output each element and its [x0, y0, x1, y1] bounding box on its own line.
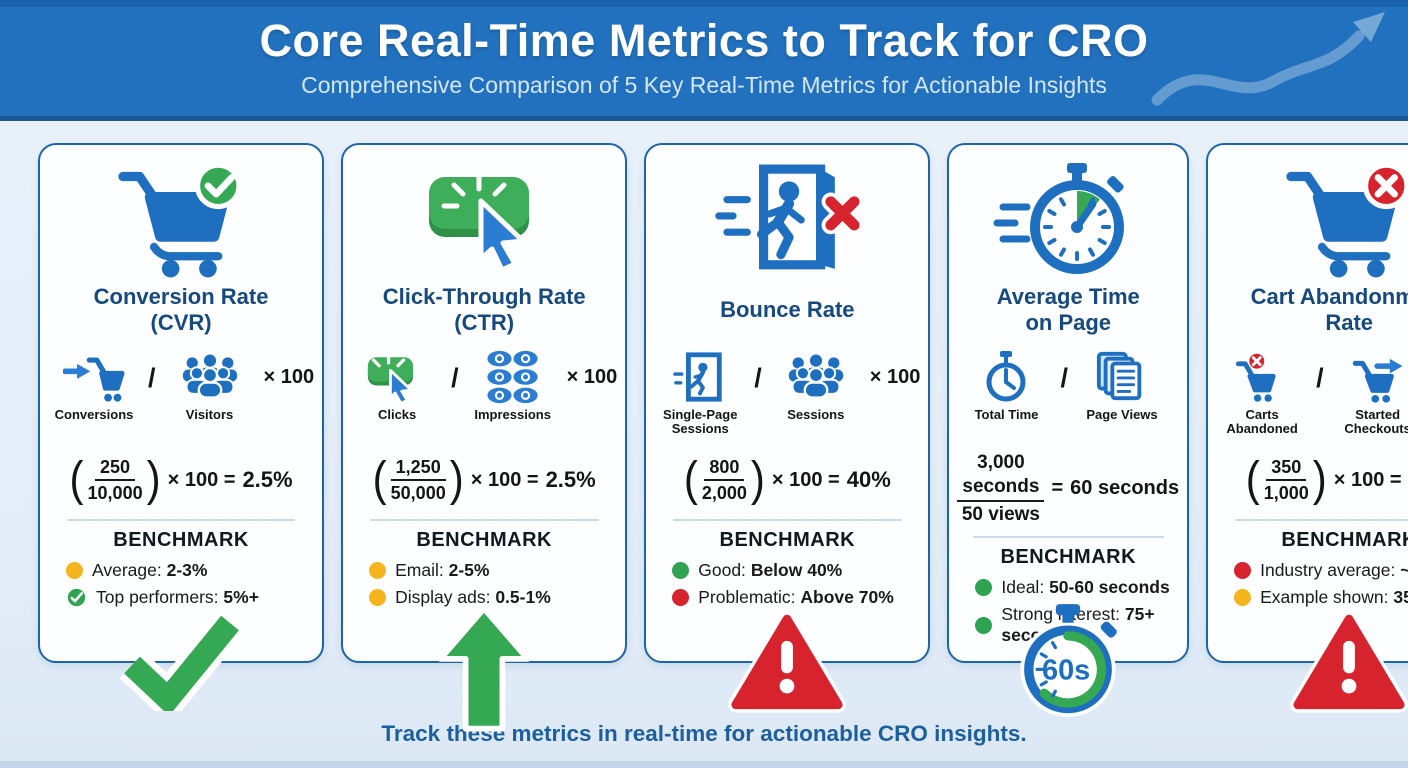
- formula-row: Total Time / Page Views: [957, 349, 1179, 441]
- card-title: Bounce Rate: [720, 297, 855, 323]
- page-subtitle: Comprehensive Comparison of 5 Key Real-T…: [301, 72, 1107, 98]
- benchmark-heading: BENCHMARK: [113, 529, 249, 551]
- card-title: Cart Abandonment Rate: [1250, 284, 1408, 335]
- example-equation: ( 800 2,000 ) × 100 = 40%: [683, 450, 891, 505]
- green-dot-icon: [975, 579, 993, 597]
- benchmark-item: Good: Below 40%: [672, 560, 920, 581]
- benchmark-item: Industry average: ~70%: [1234, 560, 1408, 581]
- red-warning-triangle-icon: [1290, 611, 1408, 713]
- card-click-through-rate: Click-Through Rate (CTR): [341, 143, 628, 732]
- trending-up-wavy-arrow-icon: [1151, 12, 1385, 106]
- card-title: Click-Through Rate (CTR): [382, 284, 586, 335]
- example-equation: ( 250 10,000 ) × 100 = 2.5%: [69, 450, 293, 505]
- benchmark-item: Example shown: 35%: [1234, 587, 1408, 608]
- header-banner: Core Real-Time Metrics to Track for CRO …: [0, 0, 1408, 121]
- divider: [1234, 519, 1408, 521]
- benchmark-item: Ideal: 50-60 seconds: [975, 577, 1179, 598]
- benchmark-item: Email: 2-5%: [369, 560, 617, 581]
- card-conversion-rate: Conversion Rate (CVR) Conversions: [38, 143, 325, 711]
- red-dot-icon: [1234, 562, 1252, 579]
- benchmark-heading: BENCHMARK: [416, 529, 552, 551]
- stopwatch-60s-icon: 60s: [1020, 604, 1117, 717]
- card-title: Average Time on Page: [996, 284, 1140, 335]
- benchmark-item: Display ads: 0.5-1%: [369, 587, 617, 608]
- divide-symbol: /: [754, 363, 762, 393]
- example-equation: ( 1,250 50,000 ) × 100 = 2.5%: [372, 450, 596, 505]
- page-views-documents-icon: [1096, 351, 1142, 401]
- benchmark-heading: BENCHMARK: [719, 529, 856, 551]
- stopwatch-speed-icon: [993, 163, 1125, 274]
- cart-with-green-check-icon: [118, 162, 242, 278]
- card-title: Conversion Rate (CVR): [93, 284, 269, 335]
- metric-cards-row: Conversion Rate (CVR) Conversions: [0, 121, 1408, 732]
- footer: Track these metrics in real-time for act…: [0, 721, 1408, 747]
- visitors-crowd-icon: [182, 354, 237, 399]
- door-runner-icon: [673, 352, 722, 402]
- card-cart-abandonment-rate: Cart Abandonment Rate Carts Abandone: [1206, 143, 1408, 713]
- green-up-arrow-icon: [437, 605, 531, 732]
- card-average-time-on-page: Average Time on Page Total Time: [947, 143, 1190, 717]
- cart-arrow-in-icon: [63, 357, 125, 402]
- benchmark-item: Problematic: Above 70%: [672, 587, 920, 608]
- multiplier: × 100: [566, 366, 618, 388]
- exit-door-runner-icon: [715, 164, 864, 270]
- divider: [672, 519, 902, 521]
- divide-symbol: /: [451, 363, 459, 393]
- green-checkmark-icon: [119, 611, 245, 711]
- divide-symbol: /: [1316, 363, 1324, 393]
- divider: [972, 536, 1164, 539]
- yellow-dot-icon: [1234, 589, 1252, 606]
- formula-row: Clicks /: [351, 349, 617, 441]
- button-click-icon: [368, 354, 414, 405]
- red-warning-triangle-icon: [728, 611, 847, 713]
- page-title: Core Real-Time Metrics to Track for CRO: [259, 15, 1149, 66]
- visitors-crowd-icon: [788, 354, 843, 399]
- stopwatch-60s-label: 60s: [1042, 655, 1090, 687]
- yellow-dot-icon: [369, 589, 387, 606]
- multiplier: × 100: [263, 366, 315, 388]
- yellow-dot-icon: [369, 562, 387, 579]
- red-dot-icon: [672, 589, 690, 606]
- formula-row: Conversions / Visitors ×: [48, 349, 314, 441]
- impressions-eyes-icon: [487, 350, 538, 404]
- formula-row: Carts Abandoned / Started Checkouts: [1216, 349, 1408, 441]
- green-check-circle-icon: [66, 587, 87, 608]
- footer-text: Track these metrics in real-time for act…: [381, 721, 1027, 746]
- benchmark-item: Top performers: 5%+: [66, 587, 314, 608]
- benchmark-heading: BENCHMARK: [1281, 529, 1408, 551]
- divider: [369, 519, 599, 521]
- green-dot-icon: [975, 616, 993, 634]
- cart-arrow-out-icon: [1352, 358, 1403, 403]
- divider: [66, 519, 296, 521]
- benchmark-item: Average: 2-3%: [66, 560, 314, 581]
- benchmark-heading: BENCHMARK: [1000, 546, 1137, 569]
- bottom-strip: [0, 761, 1408, 768]
- cart-with-red-x-icon: [1286, 162, 1408, 278]
- stopwatch-icon: [986, 351, 1026, 402]
- divide-symbol: /: [1060, 363, 1068, 393]
- green-dot-icon: [672, 562, 690, 579]
- formula-row: Single-Page Sessions / Sessions: [654, 349, 920, 441]
- example-equation: 3,000 seconds 50 views = 60 seconds: [957, 451, 1179, 526]
- button-click-cursor-icon: [429, 174, 530, 273]
- yellow-dot-icon: [66, 562, 83, 579]
- multiplier: × 100: [869, 366, 921, 388]
- divide-symbol: /: [148, 363, 156, 393]
- card-bounce-rate: Bounce Rate: [644, 143, 931, 713]
- cart-x-icon: [1235, 351, 1276, 402]
